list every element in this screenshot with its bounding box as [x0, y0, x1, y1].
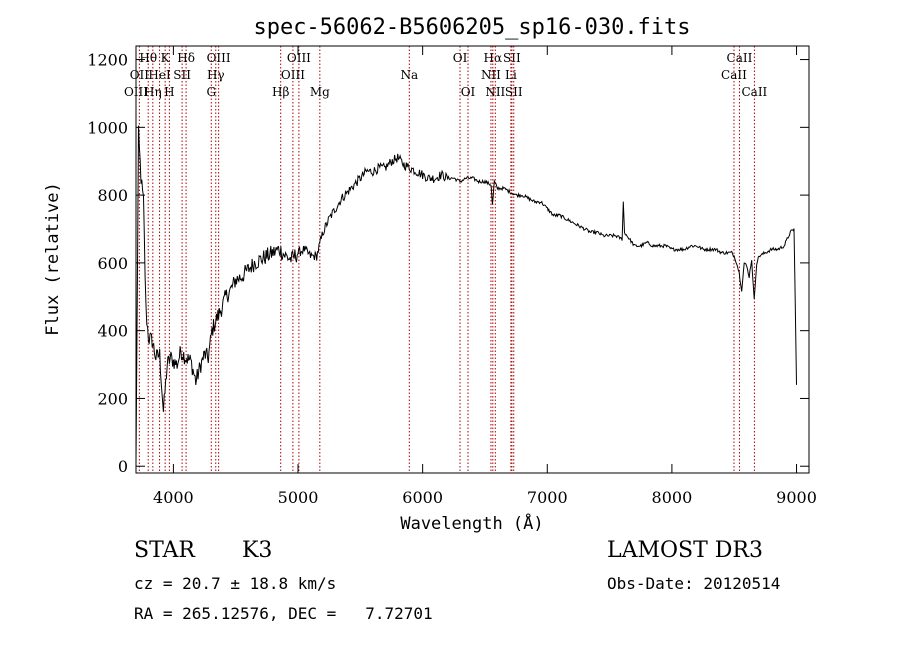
- obs-date: Obs-Date: 20120514: [607, 574, 781, 593]
- marker-label-27: CaII: [741, 85, 767, 99]
- marker-label-14: OIII: [281, 68, 305, 82]
- y-axis-label: Flux (relative): [43, 182, 63, 336]
- marker-label-10: Hγ: [207, 68, 225, 82]
- y-tick-label-5: 1000: [87, 118, 128, 137]
- object-class: STAR: [134, 538, 195, 563]
- marker-label-4: HeI: [148, 68, 171, 82]
- marker-label-22: Li: [505, 68, 517, 82]
- x-tick-label-1: 5000: [278, 488, 319, 507]
- y-tick-label-6: 1200: [87, 51, 128, 70]
- marker-label-17: OI: [453, 51, 468, 65]
- x-tick-label-5: 9000: [776, 488, 817, 507]
- object-subclass: K3: [242, 538, 273, 563]
- x-axis-label: Wavelength (Å): [400, 512, 543, 534]
- marker-label-19: Hα: [484, 51, 503, 65]
- marker-label-24: SII: [505, 85, 523, 99]
- chart-title: spec-56062-B5606205_sp16-030.fits: [253, 15, 690, 40]
- marker-label-23: NII: [485, 85, 505, 99]
- x-tick-label-0: 4000: [153, 488, 194, 507]
- x-tick-label-3: 7000: [527, 488, 568, 507]
- survey-name: LAMOST DR3: [607, 538, 763, 563]
- marker-label-20: SII: [503, 51, 521, 65]
- y-tick-label-1: 200: [97, 389, 128, 408]
- spectrum-chart: spec-56062-B5606205_sp16-030.fits Hθ OII O…: [43, 15, 817, 534]
- y-tick-label-3: 600: [97, 254, 128, 273]
- marker-label-13: OIII: [287, 51, 311, 65]
- axis-ticks: 4000 5000 6000 7000 8000 9000 0 200 400 600 800 100…: [87, 46, 817, 507]
- marker-label-12: Hβ: [272, 85, 289, 99]
- marker-label-16: Na: [400, 68, 418, 82]
- marker-label-1: OII: [130, 68, 150, 82]
- marker-label-8: Hδ: [177, 51, 195, 65]
- plot-frame: [135, 45, 810, 474]
- redshift-readout: cz = 20.7 ± 18.8 km/s: [134, 574, 337, 593]
- marker-label-0: Hθ: [139, 51, 157, 65]
- spectrum-line-0: [135, 125, 797, 462]
- marker-label-25: CaII: [727, 51, 753, 65]
- x-tick-label-4: 8000: [652, 488, 693, 507]
- spectrum-series: [135, 125, 797, 462]
- marker-label-6: SII: [173, 68, 191, 82]
- marker-label-11: G: [206, 85, 216, 99]
- y-tick-label-0: 0: [118, 457, 128, 476]
- y-tick-label-4: 800: [97, 186, 128, 205]
- marker-label-15: Mg: [310, 85, 330, 99]
- marker-label-3: K: [161, 51, 171, 65]
- marker-label-9: OIII: [207, 51, 231, 65]
- marker-label-21: NII: [481, 68, 501, 82]
- coordinates: RA = 265.12576, DEC = 7.72701: [134, 604, 433, 623]
- y-tick-label-2: 400: [97, 322, 128, 341]
- marker-label-5: Hη: [144, 85, 162, 99]
- marker-label-7: H: [164, 85, 174, 99]
- marker-label-18: OI: [461, 85, 476, 99]
- marker-label-26: CaII: [721, 68, 747, 82]
- x-tick-label-2: 6000: [402, 488, 443, 507]
